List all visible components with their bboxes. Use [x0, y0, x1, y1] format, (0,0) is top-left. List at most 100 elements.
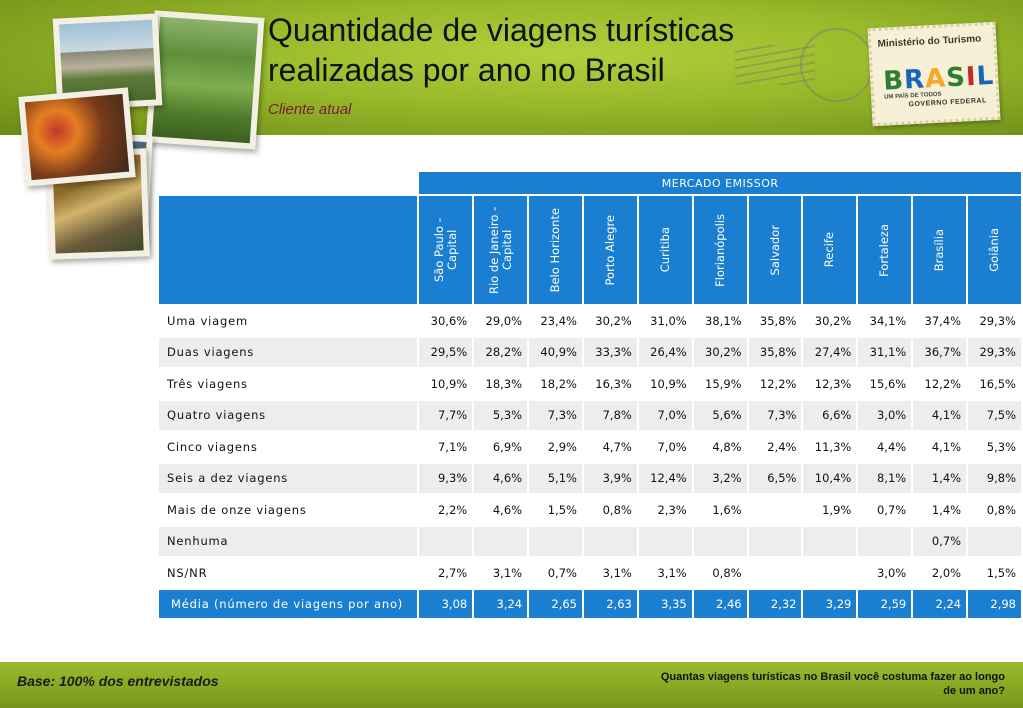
table-cell: 1,5% — [529, 495, 582, 525]
table-cell — [693, 526, 747, 556]
table-cell: 2,32 — [748, 589, 802, 618]
table-cell: 6,9% — [474, 432, 528, 462]
column-header: Recife — [803, 196, 857, 304]
table-row: Cinco viagens 7,1% 6,9% 2,9% 4,7% 7,0% 4,8% 2,4… — [159, 432, 1021, 462]
table-cell — [968, 526, 1021, 556]
table-cell: 4,4% — [858, 432, 912, 462]
table-row: Mais de onze viagens 2,2% 4,6% 1,5% 0,8% 2,3%… — [159, 495, 1021, 525]
table-cell: 7,3% — [529, 400, 582, 430]
page-subtitle: Cliente atual — [268, 101, 352, 118]
table-cell: 4,1% — [913, 432, 967, 462]
table-cell: 10,9% — [638, 369, 692, 399]
table-cell: 30,6% — [419, 306, 473, 336]
table-corner-cell — [159, 196, 418, 304]
table-cell: 0,8% — [693, 558, 747, 588]
trips-table: MERCADO EMISSOR São Paulo - Capital Rio … — [157, 170, 1023, 620]
table-cell: 23,4% — [529, 306, 582, 336]
table-cell: 29,3% — [968, 337, 1021, 367]
table-cell: 4,8% — [693, 432, 747, 462]
table-cell: 10,9% — [419, 369, 473, 399]
collage-photo-festival — [18, 87, 136, 187]
table-cell: 3,1% — [474, 558, 528, 588]
table-row: Três viagens 10,9% 18,3% 18,2% 16,3% 10,9% 15,… — [159, 369, 1021, 399]
table-cell: 2,63 — [583, 589, 637, 618]
table-cell: 12,4% — [638, 463, 692, 493]
row-label: Quatro viagens — [159, 400, 418, 430]
table-cell: 4,1% — [913, 400, 967, 430]
table-cell: 9,3% — [419, 463, 473, 493]
table-cell: 0,8% — [968, 495, 1021, 525]
table-cell: 3,0% — [858, 400, 912, 430]
table-cell: 0,7% — [529, 558, 582, 588]
table-cell: 16,5% — [968, 369, 1021, 399]
table-cell: 16,3% — [583, 369, 637, 399]
table-cell: 2,24 — [913, 589, 967, 618]
row-label: Seis a dez viagens — [159, 463, 418, 493]
base-note: Base: 100% dos entrevistados — [17, 673, 219, 689]
table-cell: 2,46 — [693, 589, 747, 618]
table-cell: 38,1% — [693, 306, 747, 336]
postmark-seal — [800, 28, 874, 102]
column-header: Florianópolis — [693, 196, 747, 304]
table-cell: 4,6% — [474, 463, 528, 493]
table-cell: 2,0% — [913, 558, 967, 588]
table-cell: 6,5% — [748, 463, 802, 493]
column-header: Fortaleza — [858, 196, 912, 304]
table-cell: 2,65 — [529, 589, 582, 618]
column-header: Belo Horizonte — [529, 196, 582, 304]
table-cell: 4,6% — [474, 495, 528, 525]
table-cell: 11,3% — [803, 432, 857, 462]
table-cell: 10,4% — [803, 463, 857, 493]
table-cell — [803, 526, 857, 556]
table-cell: 37,4% — [913, 306, 967, 336]
table-cell: 30,2% — [693, 337, 747, 367]
table-cell — [803, 558, 857, 588]
table-cell: 0,8% — [583, 495, 637, 525]
table-cell: 3,1% — [583, 558, 637, 588]
page-title: Quantidade de viagens turísticas realiza… — [268, 12, 735, 88]
logo-governo: GOVERNO FEDERAL — [908, 97, 987, 109]
table-cell: 5,3% — [474, 400, 528, 430]
table-cell: 2,4% — [748, 432, 802, 462]
column-header: Curitiba — [638, 196, 692, 304]
table-cell: 12,2% — [748, 369, 802, 399]
table-cell: 18,3% — [474, 369, 528, 399]
table-cell: 33,3% — [583, 337, 637, 367]
table-cell: 7,0% — [638, 400, 692, 430]
table-cell: 15,6% — [858, 369, 912, 399]
table-cell: 2,7% — [419, 558, 473, 588]
table-cell: 2,3% — [638, 495, 692, 525]
table-cell — [474, 526, 528, 556]
table-cell: 27,4% — [803, 337, 857, 367]
table-cell: 29,0% — [474, 306, 528, 336]
table-cell: 3,08 — [419, 589, 473, 618]
table-cell: 40,9% — [529, 337, 582, 367]
table-cell: 35,8% — [748, 337, 802, 367]
table-cell: 35,8% — [748, 306, 802, 336]
table-cell: 31,1% — [858, 337, 912, 367]
table-cell — [858, 526, 912, 556]
table-cell: 7,7% — [419, 400, 473, 430]
table-cell — [583, 526, 637, 556]
table-cell: 31,0% — [638, 306, 692, 336]
table-row: Quatro viagens 7,7% 5,3% 7,3% 7,8% 7,0% 5,6% 7,… — [159, 400, 1021, 430]
table-cell: 3,2% — [693, 463, 747, 493]
column-header: Salvador — [748, 196, 802, 304]
table-cell: 1,6% — [693, 495, 747, 525]
table-cell: 3,29 — [803, 589, 857, 618]
collage-photo-field — [145, 10, 265, 150]
table-cell: 5,6% — [693, 400, 747, 430]
table-cell: 0,7% — [858, 495, 912, 525]
table-cell: 15,9% — [693, 369, 747, 399]
table-cell: 3,1% — [638, 558, 692, 588]
table-cell: 36,7% — [913, 337, 967, 367]
table-cell: 7,0% — [638, 432, 692, 462]
column-header: Rio de Janeiro - Capital — [474, 196, 528, 304]
row-label: Cinco viagens — [159, 432, 418, 462]
table-cell — [638, 526, 692, 556]
table-cell: 7,5% — [968, 400, 1021, 430]
table-cell: 34,1% — [858, 306, 912, 336]
table-cell: 7,8% — [583, 400, 637, 430]
table-cell: 5,3% — [968, 432, 1021, 462]
table-cell: 12,3% — [803, 369, 857, 399]
